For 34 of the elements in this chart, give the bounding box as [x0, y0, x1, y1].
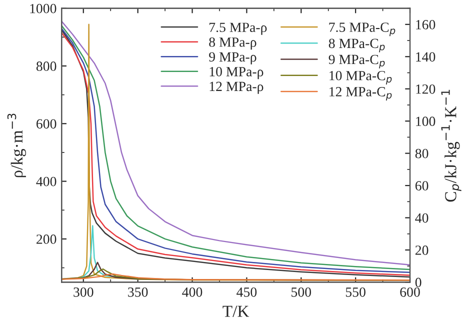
y-axis-title: ρ/kg·m$^{−3}$ [7, 114, 26, 178]
legend-label: 8 MPa-ρ [209, 37, 256, 50]
x-tick-label: 550 [346, 287, 366, 297]
y2-tick-label: 100 [416, 116, 436, 126]
x-tick-label: 600 [400, 287, 420, 297]
y2-tick-label: 160 [416, 20, 436, 30]
legend-label: 7.5 MPa-C$_{p}$ [329, 22, 396, 36]
x-tick-label: 500 [292, 287, 312, 297]
x-tick-label: 450 [236, 287, 257, 297]
legend-label: 8 MPa-C$_{p}$ [328, 38, 385, 52]
legend-label: 12 MPa-ρ [210, 82, 264, 94]
y-tick-label: 400 [36, 176, 56, 186]
y2-axis-title: C$_{p}$/kJ·kg$^{−1}$·K$^{−1}$ [441, 90, 462, 202]
y-tick-label: 800 [36, 62, 56, 71]
legend-label: 12 MPa-C$_{p}$ [330, 87, 392, 101]
legend-label: 9 MPa-ρ [209, 52, 256, 64]
y2-tick-label: 140 [416, 52, 436, 62]
legend-label: 10 MPa-ρ [210, 66, 264, 80]
x-axis-title: T/K [222, 306, 250, 317]
y-tick-label: 600 [36, 119, 56, 129]
y-tick-label: 1000 [30, 4, 56, 14]
x-tick-label: 350 [128, 287, 148, 297]
y2-tick-label: 120 [416, 84, 436, 94]
y2-tick-label: 40 [415, 213, 428, 223]
x-tick-label: 300 [74, 287, 94, 297]
y-tick-label: 200 [36, 234, 56, 244]
x-tick-label: 400 [182, 287, 202, 297]
legend-label: 9 MPa-C$_{p}$ [328, 54, 385, 68]
y2-tick-label: 80 [415, 148, 428, 158]
legend-label: 7.5 MPa-ρ [210, 22, 267, 35]
y2-tick-label: 60 [415, 181, 428, 190]
y2-tick-label: 0 [415, 278, 422, 288]
legend-label: 10 MPa-C$_{p}$ [330, 70, 392, 84]
y2-tick-label: 20 [415, 246, 428, 255]
